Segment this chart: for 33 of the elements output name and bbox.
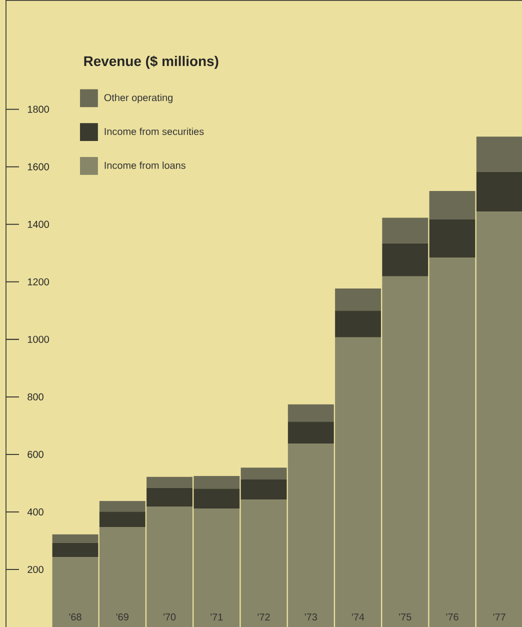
bar <box>99 512 146 528</box>
x-tick-label: '70 <box>164 613 176 620</box>
y-tick-label: 800 <box>28 393 44 400</box>
legend-label: Other operating <box>104 94 172 104</box>
x-tick-label: '76 <box>446 613 458 620</box>
bar <box>52 542 98 558</box>
x-tick-label: '69 <box>116 613 128 620</box>
x-tick-label: '74 <box>352 614 364 620</box>
y-tick-label: 1600 <box>28 163 49 170</box>
x-tick-label: '73 <box>304 613 317 620</box>
bar <box>52 534 98 543</box>
y-tick-label: 400 <box>27 508 44 516</box>
legend-label: Income from securities <box>104 128 204 136</box>
bar <box>288 422 334 444</box>
bar <box>288 404 334 422</box>
bar <box>476 172 522 212</box>
bar <box>335 288 381 311</box>
x-tick-label: '68 <box>69 613 82 620</box>
bar <box>99 501 146 512</box>
y-tick-label: 1400 <box>28 220 49 228</box>
y-tick-label: 600 <box>28 450 44 458</box>
y-tick-label: 1800 <box>28 106 49 113</box>
y-tick-label: 1200 <box>28 278 49 286</box>
x-tick-label: '75 <box>399 614 412 620</box>
x-tick-label: '72 <box>258 614 270 620</box>
text: Revenue ($ millions) <box>84 56 218 69</box>
y-tick-label: 200 <box>28 566 44 573</box>
x-tick-label: '71 <box>210 614 223 620</box>
x-tick-label: '77 <box>493 614 506 620</box>
bar <box>335 310 381 338</box>
legend-label: Income from loans <box>104 162 186 169</box>
bar <box>476 136 522 172</box>
y-tick-label: 1000 <box>28 336 49 343</box>
